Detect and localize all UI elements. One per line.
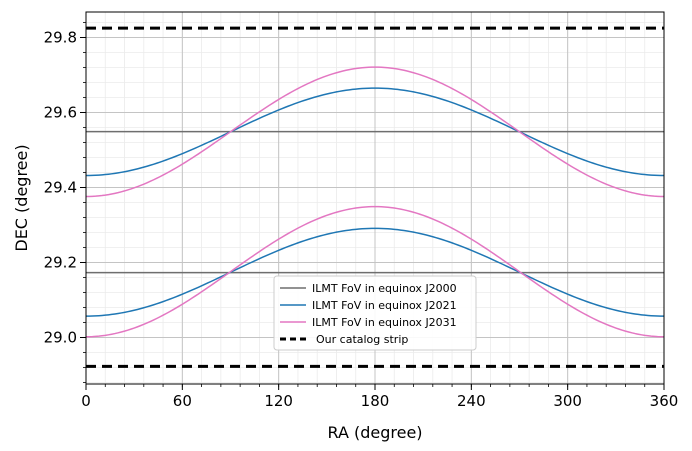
y-tick-label: 29.2 [44,254,77,272]
x-tick-label: 240 [457,392,486,410]
legend-label-4: Our catalog strip [316,333,408,346]
x-tick-label: 120 [264,392,293,410]
y-tick-label: 29.6 [44,104,77,122]
series-layer [85,26,665,368]
x-tick-label: 300 [553,392,582,410]
series-3-line-2 [85,66,665,198]
series-3-line-1 [85,205,665,338]
series-2-line-2 [85,87,665,177]
x-tick-label: 0 [81,392,91,410]
x-tick-label: 360 [650,392,679,410]
y-tick-label: 29.4 [44,179,77,197]
legend-label-3: ILMT FoV in equinox J2031 [312,316,457,329]
y-tick-label: 29.0 [44,329,77,347]
legend-label-1: ILMT FoV in equinox J2000 [312,282,457,295]
axis-ticks: 0 60 120 180 240 300 360 29.0 29.2 29.4 29.6 29.8 [44,22,679,410]
x-tick-label: 180 [361,392,390,410]
x-tick-label: 60 [173,392,192,410]
y-axis-label: DEC (degree) [12,144,31,251]
legend-label-2: ILMT FoV in equinox J2021 [312,299,457,312]
x-axis-label: RA (degree) [327,423,422,442]
legend: ILMT FoV in equinox J2000 ILMT FoV in equ… [273,275,477,351]
series-2-line-1 [85,227,665,317]
legend-box [273,275,477,351]
y-tick-label: 29.8 [44,29,77,47]
